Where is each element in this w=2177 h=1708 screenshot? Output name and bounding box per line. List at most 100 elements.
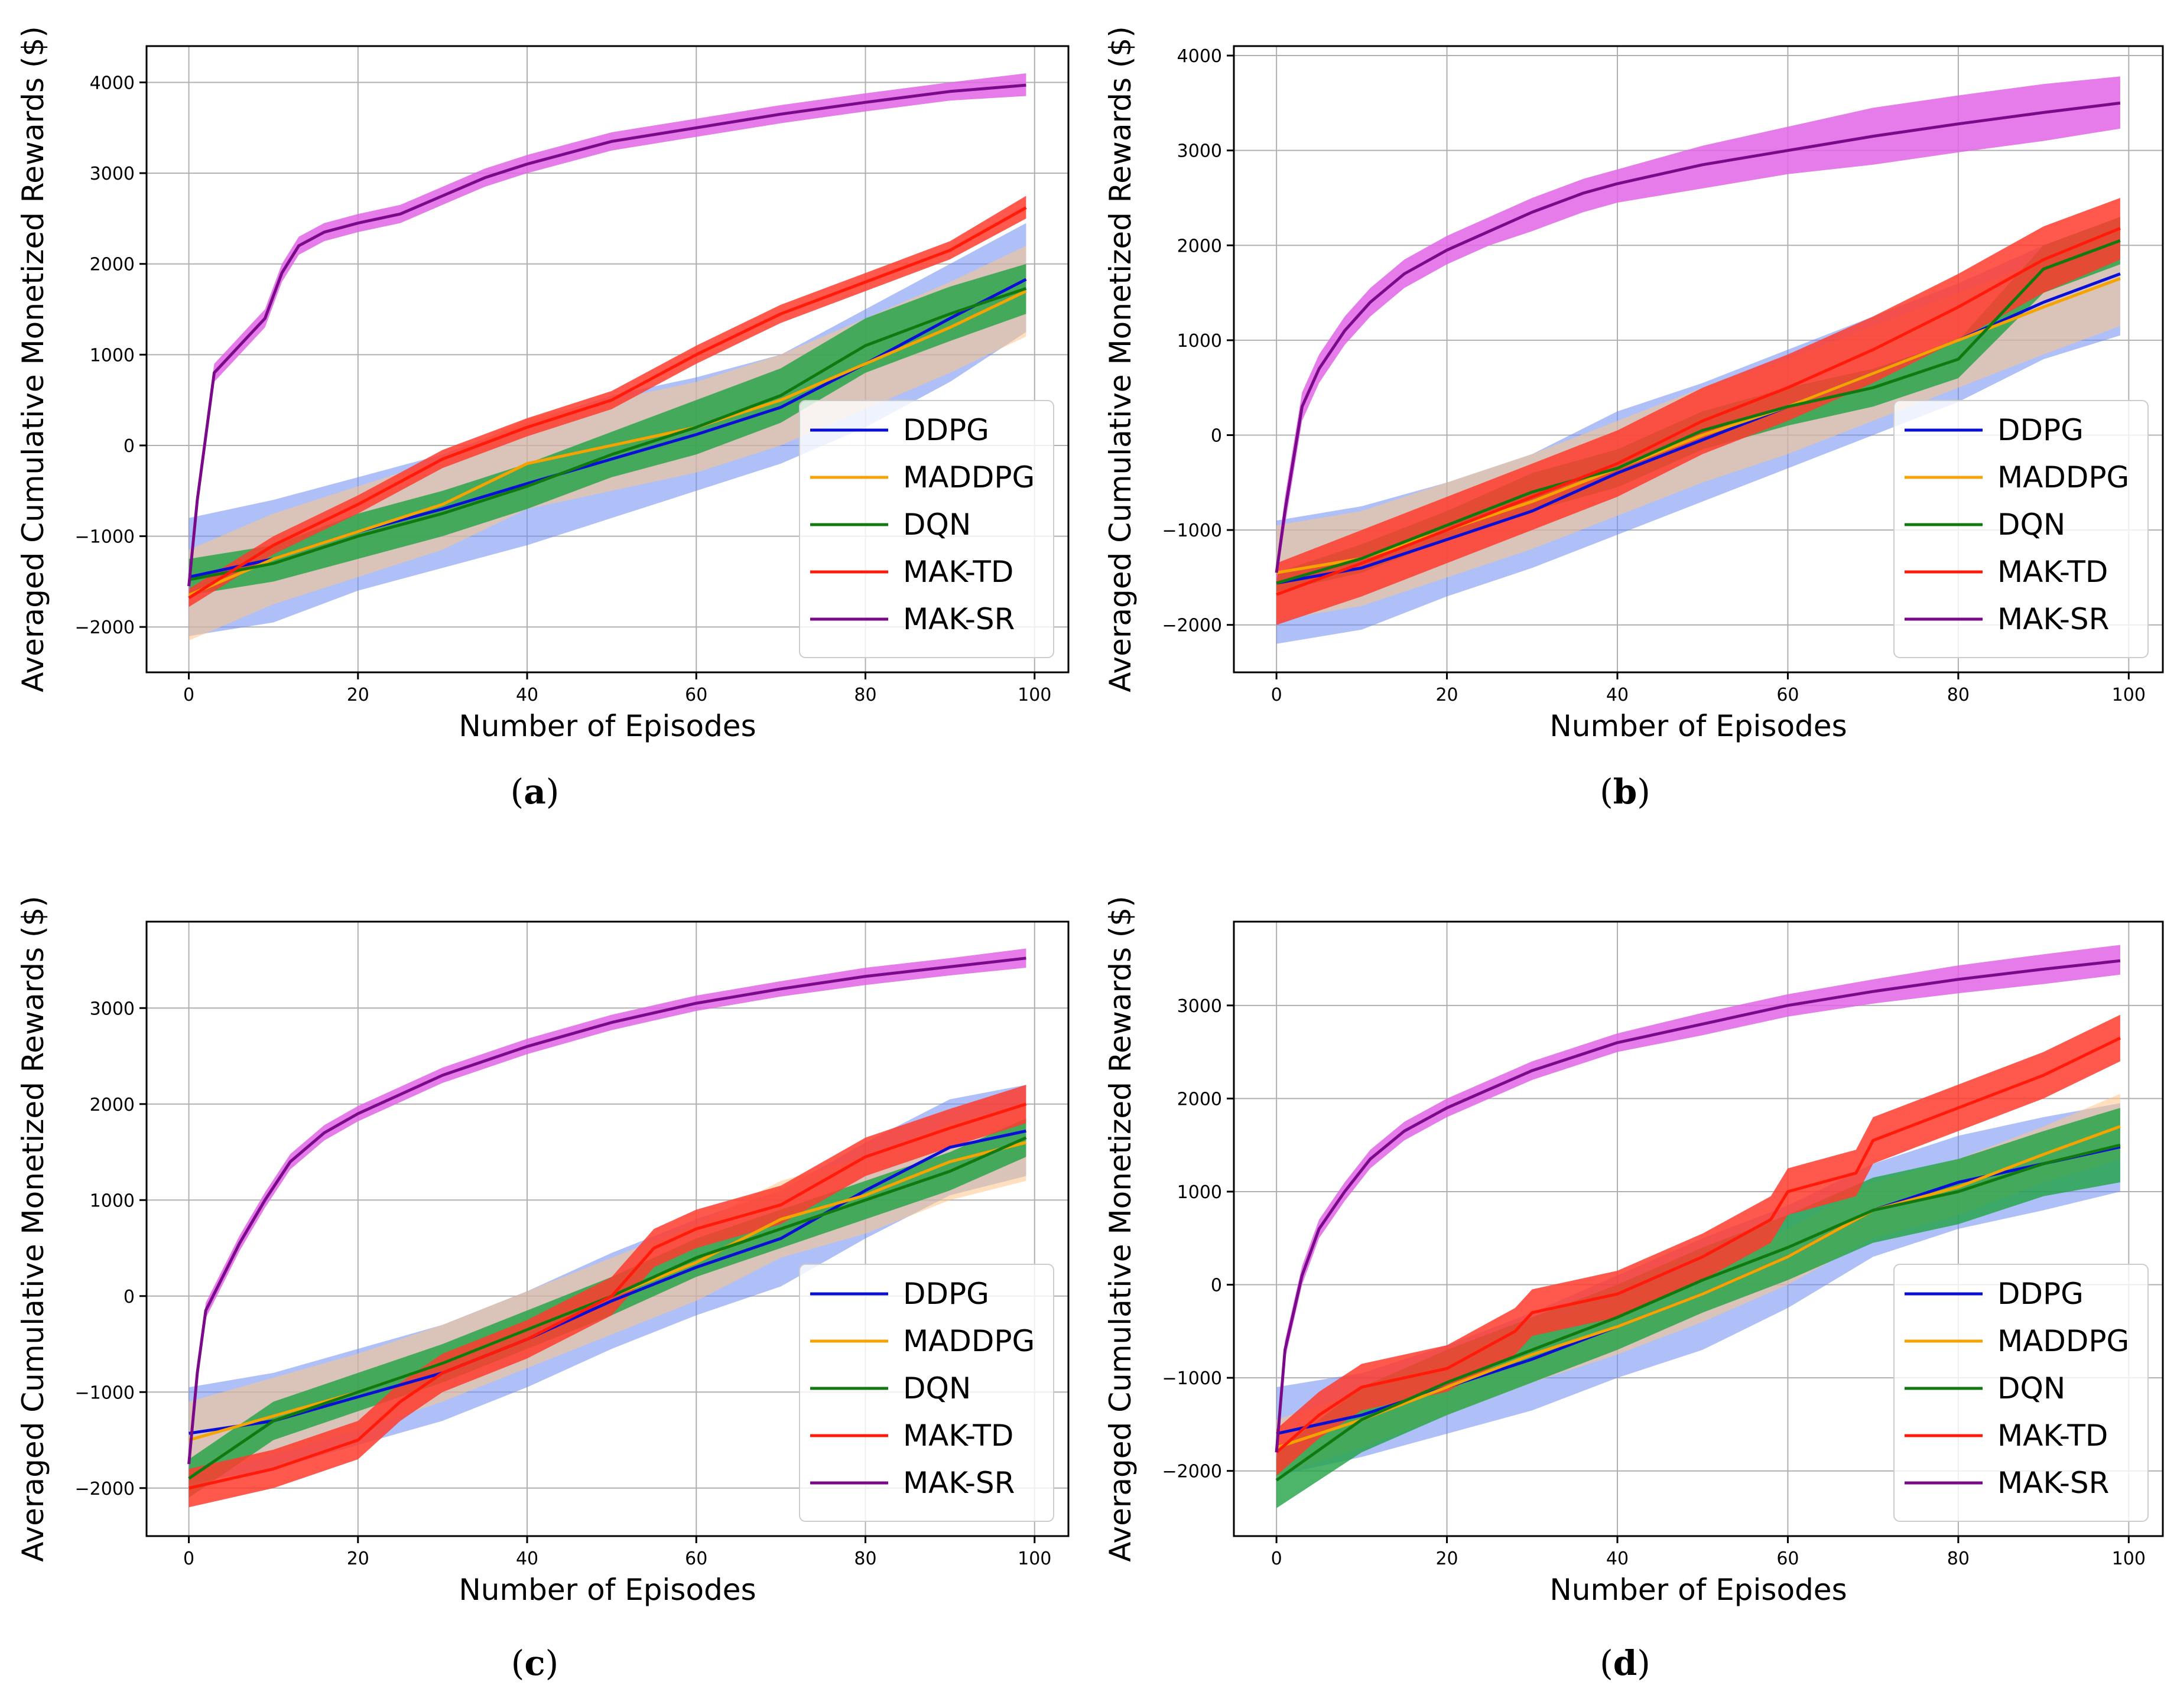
y-axis-label: Averaged Cumulative Monetized Rewards ($… (16, 896, 50, 1562)
legend-label-maddpg: MADDPG (903, 460, 1035, 494)
series-line-mak-td (1275, 1036, 2121, 1454)
legend-label-ddpg: DDPG (903, 413, 989, 447)
series-line-mak-sr (187, 83, 1026, 587)
legend-label-dqn: DQN (903, 507, 971, 542)
subplot-c: 0 20 40 60 80 100 −2000 −1000 0 1000 2000 3000 Numbe… (16, 896, 1070, 1683)
axes-frame (145, 45, 1070, 674)
x-tick-label: 20 (1435, 1548, 1458, 1569)
legend-label-ddpg: DDPG (1997, 1277, 2084, 1311)
series-line-ddpg (189, 1129, 1026, 1435)
x-axis-label: Number of Episodes (459, 709, 756, 743)
band-mak-td (1276, 198, 2120, 625)
x-tick-label: 100 (2112, 685, 2146, 705)
y-tick-label: 1000 (1177, 1182, 1222, 1203)
series-line-dqn (189, 287, 1027, 581)
y-tick-label: 2000 (1177, 1089, 1222, 1110)
band-mak-sr (1276, 76, 2120, 583)
y-tick-label: −2000 (1162, 616, 1222, 636)
series-line-mak-sr (187, 957, 1026, 1465)
y-tick-label: −1000 (75, 1382, 135, 1403)
y-tick-label: −2000 (75, 1479, 135, 1499)
legend: DDPG MADDPG DQN MAK-TD MAK-SR (1893, 1264, 2149, 1522)
legend-label-maddpg: MADDPG (1997, 460, 2129, 494)
x-tick-label: 100 (1018, 685, 1051, 705)
y-tick-label: 0 (1211, 425, 1222, 446)
subplot-a: 0 20 40 60 80 100 −2000 −1000 0 1000 2000 3000 4000 N… (16, 26, 1070, 812)
x-tick-label: 40 (516, 1548, 538, 1569)
y-tick-label: −2000 (1162, 1462, 1222, 1482)
y-tick-label: −2000 (75, 617, 135, 638)
legend-label-mak-sr: MAK-SR (903, 602, 1015, 636)
series-line-dqn (1275, 1143, 2121, 1482)
series-line-mak-sr (1275, 959, 2121, 1453)
series-line-dqn (1276, 239, 2121, 585)
subplot-b: 0 20 40 60 80 100 −2000 −1000 0 1000 2000 3000 4000 N… (1103, 26, 2164, 812)
legend-frame (799, 400, 1054, 658)
legend-label-mak-td: MAK-TD (1997, 555, 2108, 589)
legend-label-mak-td: MAK-TD (903, 555, 1013, 589)
y-tick-label: 3000 (90, 164, 135, 184)
legend-frame (1893, 1264, 2149, 1522)
x-tick-label: 20 (347, 1548, 369, 1569)
subplot-caption: (a) (511, 772, 560, 812)
x-tick-label: 40 (1606, 685, 1629, 705)
series-line-mak-td (189, 1102, 1027, 1490)
x-tick-label: 60 (685, 685, 707, 705)
series-line-maddpg (188, 289, 1027, 597)
band-dqn (1276, 1108, 2120, 1508)
y-tick-label: 2000 (1177, 236, 1222, 256)
axes-frame (1233, 920, 2164, 1537)
legend: DDPG MADDPG DQN MAK-TD MAK-SR (799, 1264, 1054, 1522)
legend-label-maddpg: MADDPG (903, 1324, 1035, 1358)
y-tick-label: 3000 (1177, 141, 1222, 162)
y-tick-label: 1000 (1177, 331, 1222, 352)
y-tick-label: 4000 (1177, 46, 1222, 67)
x-tick-label: 0 (183, 1548, 194, 1569)
y-tick-label: 0 (124, 1287, 135, 1307)
axes-frame (1233, 45, 2164, 674)
subplot-caption: (c) (511, 1643, 559, 1683)
y-tick-label: 3000 (1177, 996, 1222, 1017)
x-tick-label: 0 (183, 685, 194, 705)
y-tick-label: −1000 (1162, 520, 1222, 541)
x-tick-label: 40 (1606, 1548, 1629, 1569)
series-line-mak-td (1276, 227, 2121, 596)
y-tick-label: 1000 (90, 345, 135, 366)
legend-label-maddpg: MADDPG (1997, 1324, 2129, 1358)
y-tick-label: 3000 (90, 998, 135, 1019)
legend-label-mak-sr: MAK-SR (903, 1466, 1015, 1500)
legend-frame (1893, 400, 2149, 658)
legend-label-ddpg: DDPG (903, 1277, 989, 1311)
band-mak-td (1276, 1014, 2120, 1476)
legend: DDPG MADDPG DQN MAK-TD MAK-SR (799, 400, 1054, 658)
x-axis-label: Number of Episodes (1549, 1573, 1847, 1607)
y-axis-label: Averaged Cumulative Monetized Rewards ($… (16, 26, 50, 692)
legend-label-dqn: DQN (1997, 1371, 2065, 1406)
legend: DDPG MADDPG DQN MAK-TD MAK-SR (1893, 400, 2149, 658)
axes-frame (145, 920, 1070, 1537)
x-tick-label: 20 (1435, 685, 1458, 705)
series-line-mak-td (188, 206, 1027, 600)
band-dqn (189, 263, 1026, 596)
legend-frame (799, 1264, 1054, 1522)
x-axis-label: Number of Episodes (1549, 709, 1847, 743)
x-tick-label: 100 (2112, 1548, 2146, 1569)
series-line-mak-sr (1275, 101, 2121, 573)
x-tick-label: 80 (1947, 1548, 1970, 1569)
y-tick-label: 0 (1211, 1276, 1222, 1296)
legend-label-dqn: DQN (903, 1371, 971, 1406)
y-tick-label: −1000 (1162, 1368, 1222, 1389)
y-tick-label: 1000 (90, 1190, 135, 1211)
legend-label-dqn: DQN (1997, 507, 2065, 542)
x-tick-label: 0 (1271, 1548, 1282, 1569)
x-axis-label: Number of Episodes (459, 1573, 756, 1607)
y-tick-label: 4000 (90, 73, 135, 93)
subplot-d: 0 20 40 60 80 100 −2000 −1000 0 1000 2000 3000 Numbe… (1103, 896, 2164, 1683)
x-tick-label: 60 (1776, 1548, 1799, 1569)
y-tick-label: 2000 (90, 255, 135, 275)
x-tick-label: 20 (347, 685, 369, 705)
x-tick-label: 60 (1776, 685, 1799, 705)
y-tick-label: 2000 (90, 1095, 135, 1115)
y-tick-label: −1000 (75, 527, 135, 548)
